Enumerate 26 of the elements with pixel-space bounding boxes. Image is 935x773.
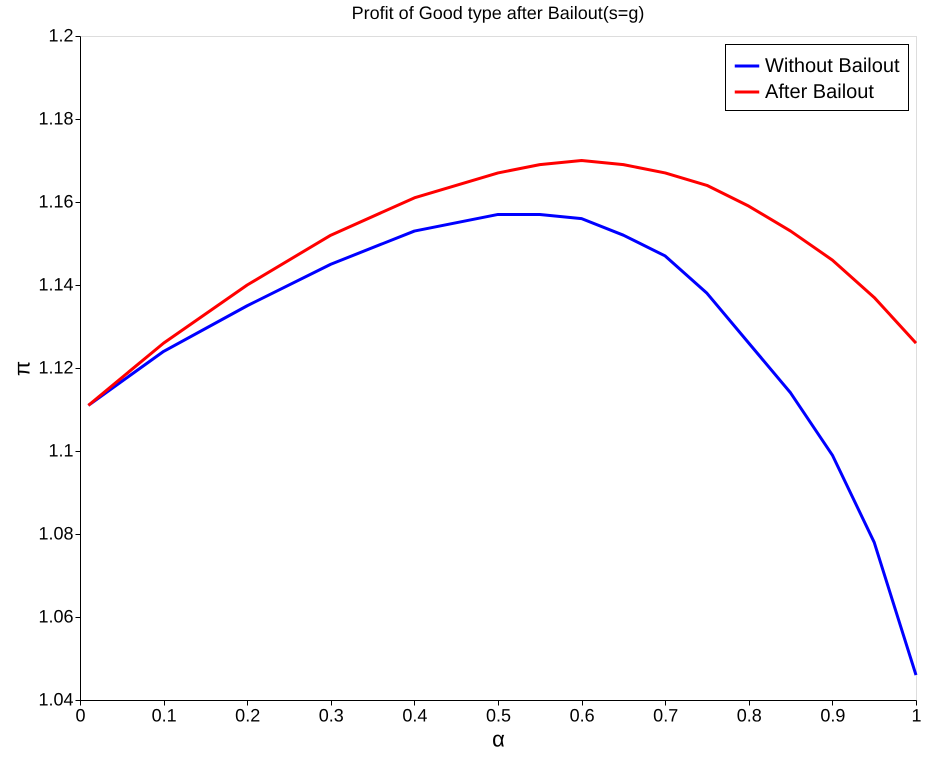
y-tick-label: 1.04 <box>38 690 74 710</box>
x-axis-title: α <box>492 726 506 752</box>
x-tick-label: 0.3 <box>318 706 344 726</box>
legend-label: Without Bailout <box>765 55 900 77</box>
x-tick-label: 0.4 <box>402 706 428 726</box>
x-tick-label: 0.1 <box>152 706 177 726</box>
y-tick-label: 1.06 <box>38 606 74 626</box>
x-tick-label: 0.7 <box>653 706 678 726</box>
x-tick-label: 0.9 <box>820 706 846 726</box>
legend-label: After Bailout <box>765 81 874 103</box>
y-tick-label: 1.08 <box>38 524 74 544</box>
y-tick-label: 1.14 <box>38 274 74 294</box>
x-tick-label: 0.2 <box>235 706 260 726</box>
x-tick-label: 0.5 <box>486 706 512 726</box>
y-axis-title: π <box>9 360 34 376</box>
x-tick-label: 1 <box>911 706 922 726</box>
y-tick-label: 1.16 <box>38 192 74 212</box>
y-tick-label: 1.12 <box>38 358 74 378</box>
y-tick-label: 1.18 <box>38 108 74 128</box>
line-series <box>86 159 918 407</box>
y-tick-label: 1.2 <box>48 26 74 46</box>
x-tick-label: 0.8 <box>736 706 762 726</box>
x-tick-label: 0.6 <box>570 706 595 726</box>
x-tick-label: 0 <box>75 706 86 726</box>
y-tick-label: 1.1 <box>48 440 74 460</box>
chart-title: Profit of Good type after Bailout(s=g) <box>352 3 644 23</box>
